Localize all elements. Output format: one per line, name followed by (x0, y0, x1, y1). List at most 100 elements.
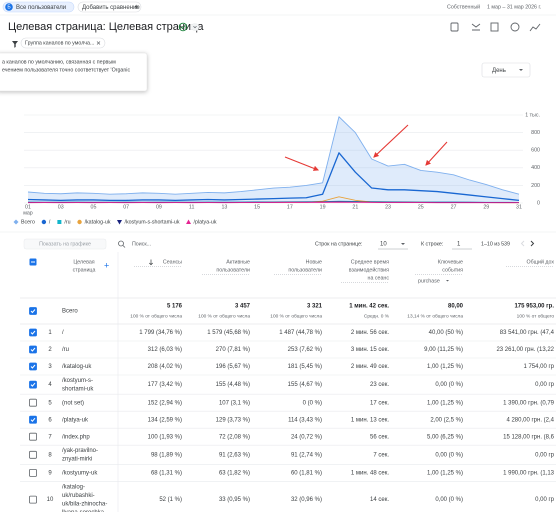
landing-page[interactable]: /kostyumy-uk (62, 470, 98, 476)
row-index: 2 (48, 347, 52, 353)
caret (519, 69, 523, 71)
check (30, 417, 36, 422)
cell: 1 754,00 гр (523, 364, 554, 370)
legend-label: / (49, 220, 51, 226)
x-tick-label: 01 (25, 204, 31, 210)
pagination: 1–10 из 539 (481, 241, 510, 247)
total-share: 100 % от общего числа (198, 313, 250, 319)
area (28, 116, 519, 203)
segment-badge: Б (7, 5, 11, 11)
row-index: 5 (48, 400, 52, 406)
total-share: 100 % от общего (517, 313, 555, 319)
landing-page[interactable]: /ru (62, 347, 69, 353)
next-page[interactable] (530, 240, 535, 247)
cell: 40,00 (50 %) (429, 330, 463, 336)
cell: 1 487 (44,78 %) (279, 330, 322, 336)
filter-remove[interactable] (96, 41, 101, 45)
row-checkbox[interactable] (29, 362, 37, 371)
legend-label: /katalog-uk (85, 220, 111, 226)
add-dimension[interactable]: + (104, 260, 109, 270)
row-checkbox[interactable] (29, 450, 37, 459)
total-share: Средн. 0 % (364, 313, 390, 319)
rows-per-page-label: Строк на странице: (315, 241, 363, 247)
cell: 23 261,00 грн. (13,22 (496, 347, 554, 353)
legend-marker (186, 219, 192, 224)
key-event-select[interactable]: purchase (418, 278, 440, 284)
date-range[interactable]: 1 мар – 31 мар 2026 г. (487, 4, 541, 10)
cell: 2 мин. 56 сек. (351, 330, 389, 336)
search-input[interactable]: Поиск... (132, 241, 151, 247)
cell: 83 541,00 грн. (47,4 (500, 330, 555, 336)
go-to[interactable]: 1 (457, 242, 461, 248)
total-share: 100 % от общего числа (270, 313, 322, 319)
cell: 1,00 (1,25 %) (427, 364, 463, 370)
total-value: 80,00 (448, 304, 464, 310)
cell: 1 мин. 13 сек. (351, 417, 389, 423)
row-checkbox[interactable] (29, 468, 37, 477)
cell: 24 (0,72 %) (291, 434, 322, 440)
cell: 0 (0 %) (303, 400, 322, 406)
cell: 68 (1,31 %) (151, 470, 182, 476)
y-tick-label: 200 (531, 183, 540, 189)
granularity-select[interactable] (481, 62, 531, 78)
x-tick-label: 19 (320, 204, 326, 210)
title-menu[interactable] (191, 23, 199, 31)
legend-label: /ru (64, 220, 70, 226)
cell: 91 (2,74 %) (291, 452, 322, 458)
check (30, 382, 36, 387)
landing-page[interactable]: /platya-uk (62, 417, 89, 423)
cell: 1 мин. 48 сек. (351, 470, 389, 476)
landing-page[interactable]: uk/rubashki- (62, 493, 95, 499)
legend-marker (77, 219, 82, 225)
row-checkbox[interactable] (29, 398, 37, 407)
row-checkbox[interactable] (29, 345, 37, 354)
landing-page[interactable]: /kostyum-s- (62, 378, 93, 384)
landing-page[interactable]: /katalog- (62, 484, 85, 490)
column-header: Общий дох (526, 258, 554, 265)
plot-button[interactable] (23, 238, 107, 250)
column-header: Целевая (73, 259, 94, 265)
cell: 98 (1,89 %) (151, 452, 182, 458)
cell: 196 (5,67 %) (216, 364, 250, 370)
rows-per-page[interactable]: 10 (380, 242, 387, 248)
cell: 1 990,00 грн. (1,13 (503, 470, 555, 476)
legend-marker (116, 220, 122, 225)
row-checkbox[interactable] (29, 432, 37, 441)
landing-page[interactable]: llyana-sorochka- (62, 510, 106, 512)
prev-page[interactable] (520, 240, 525, 247)
landing-page[interactable]: uk/bila-zhinocha- (62, 501, 107, 507)
page-title: Целевая страница: Целевая страница (8, 21, 204, 33)
cell: 3 мин. 15 сек. (351, 347, 389, 353)
add-comparison[interactable] (77, 1, 142, 13)
caret (401, 243, 405, 245)
landing-page[interactable]: /katalog-uk (62, 364, 92, 370)
row-checkbox[interactable] (29, 307, 37, 315)
landing-page[interactable]: shortami-uk (62, 386, 94, 392)
status-icon (178, 22, 188, 32)
legend-marker (41, 219, 47, 225)
cell: 0,00 (0 %) (435, 452, 463, 458)
segment-chip[interactable] (2, 1, 75, 13)
search-icon (122, 245, 126, 248)
x-tick-label: 17 (287, 204, 293, 210)
row-checkbox[interactable] (29, 415, 37, 424)
cell: 15 128,00 грн. (8,6 (503, 434, 555, 440)
row-checkbox[interactable] (29, 380, 37, 389)
x-tick-label: 23 (385, 204, 391, 210)
row-checkbox[interactable] (29, 328, 37, 337)
toolbar-icons[interactable] (450, 22, 541, 32)
column-header: на сеанс (368, 275, 390, 281)
check (30, 309, 36, 314)
landing-page[interactable]: /index.php (62, 434, 90, 440)
landing-page[interactable]: /yak-pravilno- (62, 448, 98, 454)
landing-page[interactable]: (not set) (62, 400, 84, 406)
landing-page[interactable]: znyati-mirki (62, 457, 92, 463)
row-index: 3 (48, 364, 52, 370)
landing-page[interactable]: / (62, 330, 64, 336)
row-checkbox[interactable] (29, 495, 37, 504)
filter-chip[interactable] (20, 37, 106, 49)
cell: 17 сек. (370, 400, 389, 406)
legend-label: Всего (21, 220, 35, 226)
cell: 134 (2,59 %) (148, 417, 182, 423)
cell: 177 (3,42 %) (148, 382, 182, 388)
